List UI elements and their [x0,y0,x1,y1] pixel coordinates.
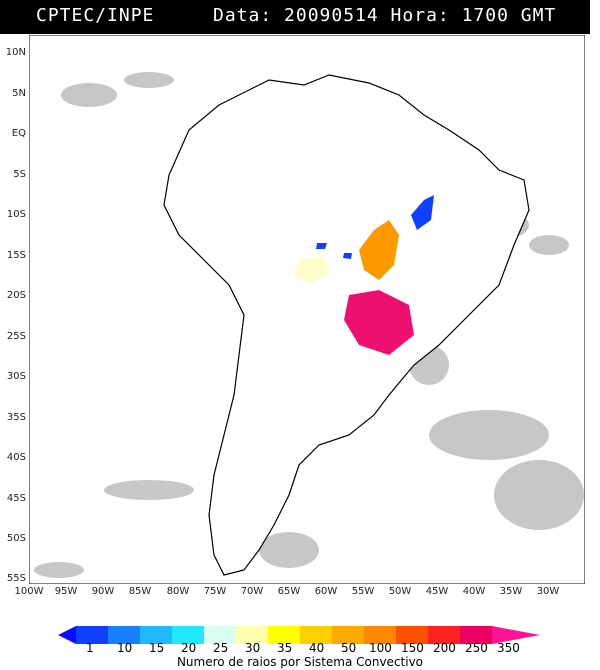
datetime-label: Data: 20090514 Hora: 1700 GMT [213,5,557,26]
colorbar-swatch [460,626,492,644]
colorbar-label: 150 [401,641,424,655]
lon-label: 40W [462,586,486,597]
colorbar-label: 20 [181,641,197,655]
colorbar-swatch [204,626,236,644]
lat-label: 55S [6,573,26,584]
lon-label: 90W [91,586,115,597]
colorbar-label: 10 [117,641,133,655]
colorbar-swatch [396,626,428,644]
lat-label: 10N [5,47,26,58]
system-blue-small-2 [343,253,352,259]
system-magenta [344,290,414,355]
colorbar-swatch [140,626,172,644]
colorbar-swatch [332,626,364,644]
map-panel [29,35,585,584]
lon-label: 95W [54,586,78,597]
colorbar-swatch [300,626,332,644]
lon-label: 70W [240,586,264,597]
colorbar-label: 40 [309,641,325,655]
lat-label: 20S [6,290,26,301]
colorbar [58,626,540,644]
lon-label: 100W [14,586,44,597]
convective-systems [294,195,434,355]
lat-label: 25S [6,331,26,342]
system-blue-east [411,195,434,230]
colorbar-swatch [428,626,460,644]
lon-label: 45W [425,586,449,597]
colorbar-arrow-left [58,626,76,644]
lon-label: 55W [351,586,375,597]
lat-label: 50S [6,533,26,544]
colorbar-title: Numero de raios por Sistema Convectivo [176,655,424,669]
lat-label: 5N [12,88,26,99]
system-lightyellow [294,257,329,283]
source-label: CPTEC/INPE [36,5,155,26]
lon-label: 80W [166,586,190,597]
colorbar-swatch [108,626,140,644]
system-blue-small [316,243,327,249]
lon-label: 65W [277,586,301,597]
lat-label: 10S [6,209,26,220]
lat-label: 40S [6,452,26,463]
lat-label: 15S [6,250,26,261]
colorbar-label: 35 [277,641,293,655]
lon-label: 35W [499,586,523,597]
system-orange [359,220,399,280]
colorbar-swatch [364,626,396,644]
lat-label: 35S [6,412,26,423]
colorbar-label: 200 [433,641,456,655]
south-america-outline [163,74,530,576]
colorbar-label: 15 [149,641,165,655]
colorbar-swatch [268,626,300,644]
colorbar-swatch [172,626,204,644]
colorbar-label: 50 [341,641,357,655]
colorbar-label: 100 [369,641,392,655]
lat-label: 5S [13,169,26,180]
colorbar-label: 350 [497,641,520,655]
lon-label: 85W [128,586,152,597]
colorbar-label: 30 [245,641,261,655]
colorbar-label: 25 [213,641,229,655]
colorbar-swatch [236,626,268,644]
lat-label: EQ [11,128,26,139]
lat-label: 45S [6,493,26,504]
colorbar-label: 1 [86,641,94,655]
map-header: CPTEC/INPE Data: 20090514 Hora: 1700 GMT [0,0,590,34]
colorbar-arrow-right [492,626,540,644]
lat-label: 30S [6,371,26,382]
lon-label: 60W [314,586,338,597]
colorbar-swatch [76,626,108,644]
colorbar-label: 250 [465,641,488,655]
lon-label: 30W [536,586,560,597]
lon-label: 75W [203,586,227,597]
lon-label: 50W [388,586,412,597]
